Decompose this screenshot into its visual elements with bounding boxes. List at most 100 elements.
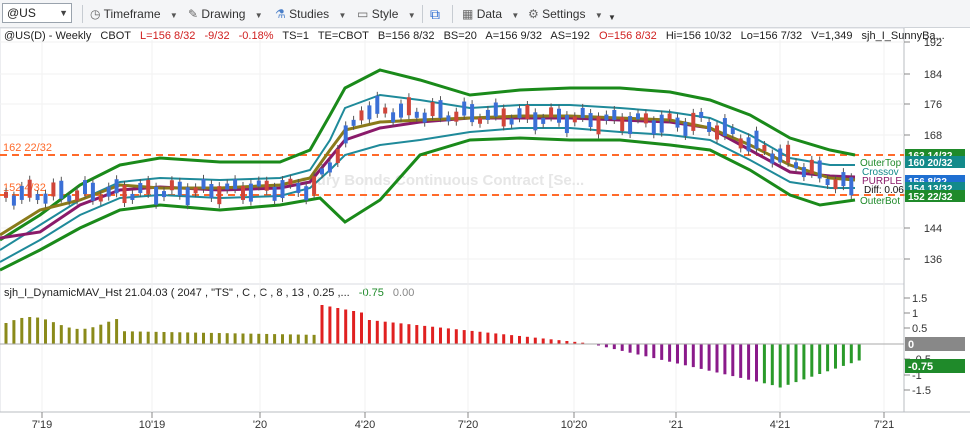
table-icon: ▦ bbox=[462, 7, 474, 21]
histogram-bar bbox=[202, 332, 205, 344]
time-axis[interactable]: 7'19 10'19 '20 4'20 7'20 10'20 '21 4'21 7'21 bbox=[32, 412, 894, 431]
price-label-badge bbox=[905, 156, 965, 168]
candle-body bbox=[169, 180, 174, 191]
candle-body bbox=[98, 195, 103, 202]
flask-icon: ⚗ bbox=[275, 7, 286, 21]
price-tick-label: 136 bbox=[924, 254, 942, 266]
chart-header: @US(D) - Weekly CBOT L=156 8/32 -9/32 -0… bbox=[4, 30, 951, 42]
histogram-bar bbox=[336, 308, 340, 344]
histogram-bar bbox=[328, 306, 332, 344]
candle-body bbox=[367, 105, 372, 120]
low-value: Lo=156 7/32 bbox=[740, 30, 803, 42]
outer-top-band bbox=[0, 68, 856, 242]
candle-body bbox=[256, 180, 261, 187]
candle-body bbox=[399, 103, 403, 118]
indicator-tick-label: 0.5 bbox=[912, 323, 927, 335]
candle-body bbox=[248, 183, 253, 202]
histogram-bar bbox=[652, 344, 656, 359]
histogram-bar bbox=[178, 332, 182, 344]
price-label-badge bbox=[905, 182, 965, 194]
band-labels: OuterTop Crossov PURPLE Diff: 0.06 Outer… bbox=[860, 158, 904, 207]
candle-body bbox=[580, 107, 585, 118]
candle-body bbox=[75, 190, 80, 201]
candle-body bbox=[754, 130, 759, 149]
histogram-bar bbox=[454, 329, 458, 344]
candle-body bbox=[454, 111, 459, 122]
histogram-bar bbox=[36, 317, 40, 344]
histogram-bar bbox=[296, 334, 300, 344]
price-label-badge bbox=[905, 149, 965, 161]
link-icon: ⧉ bbox=[430, 6, 440, 22]
toolbar-divider bbox=[82, 5, 83, 23]
candle-body bbox=[391, 112, 396, 123]
candle-body bbox=[193, 187, 198, 194]
candle-body bbox=[620, 117, 625, 132]
high-value: Hi=156 10/32 bbox=[665, 30, 732, 42]
bid-value: B=156 8/32 bbox=[377, 30, 435, 42]
drawing-button[interactable]: ✎ Drawing ▼ bbox=[188, 4, 263, 24]
candle-body bbox=[667, 113, 672, 120]
histogram-bar bbox=[312, 334, 316, 344]
histogram-bar bbox=[597, 344, 600, 346]
histogram-bar bbox=[786, 344, 790, 385]
candle-body bbox=[375, 95, 380, 114]
candle-body bbox=[59, 180, 64, 199]
symbol-input[interactable]: @US ▼ bbox=[2, 3, 72, 23]
candle-body bbox=[264, 180, 269, 191]
price-tick-label: 176 bbox=[924, 99, 942, 111]
histogram-bar bbox=[802, 344, 806, 380]
style-button[interactable]: ▭ Style ▼ bbox=[357, 4, 416, 24]
candle-body bbox=[430, 102, 435, 117]
candle-body bbox=[707, 121, 712, 132]
candle-body bbox=[549, 107, 554, 118]
candle-body bbox=[462, 101, 467, 116]
price-tick-label: 168 bbox=[924, 130, 942, 142]
histogram-bar bbox=[51, 322, 55, 344]
data-button[interactable]: ▦ Data ▼ bbox=[462, 4, 519, 24]
candle-body bbox=[114, 179, 119, 194]
indicator-name: sjh_I_DynamicMAV_Hst 21.04.03 ( 2047 , "… bbox=[4, 287, 350, 299]
histogram-bar bbox=[344, 309, 348, 344]
candle-body bbox=[849, 177, 854, 196]
histogram-bar bbox=[257, 333, 261, 344]
candle-body bbox=[414, 111, 419, 118]
chevron-down-icon[interactable]: ▼ bbox=[59, 8, 68, 18]
candle-body bbox=[304, 186, 309, 201]
histogram-bar bbox=[731, 344, 735, 377]
histogram-bar bbox=[265, 333, 269, 344]
candle-body bbox=[786, 144, 791, 163]
histogram-bar bbox=[67, 327, 71, 344]
settings-label: Settings bbox=[542, 7, 586, 21]
candles bbox=[4, 91, 854, 210]
overflow-chevron-icon[interactable]: ▼ bbox=[608, 13, 616, 22]
histogram-bar bbox=[20, 317, 24, 344]
candle-body bbox=[557, 108, 561, 123]
indicator-axis[interactable]: 1.5 1 0.5 -0.5 -1 -1.5 0 -0.75 bbox=[904, 293, 965, 397]
histogram-bar bbox=[478, 331, 482, 344]
chevron-down-icon: ▼ bbox=[169, 11, 178, 20]
histogram-bar bbox=[360, 312, 363, 344]
brush-icon: ▭ bbox=[357, 7, 369, 21]
time-tick-label: 10'19 bbox=[139, 419, 166, 431]
candle-body bbox=[90, 182, 95, 201]
candle-body bbox=[343, 125, 348, 144]
histogram-bar bbox=[707, 344, 711, 371]
settings-button[interactable]: ⚙ Settings ▼ bbox=[528, 4, 603, 24]
candle-body bbox=[209, 184, 214, 199]
histogram-bar bbox=[818, 344, 822, 374]
olive-average bbox=[0, 114, 856, 237]
time-tick-label: 7'21 bbox=[874, 419, 894, 431]
histogram-bar bbox=[470, 330, 474, 344]
studies-button[interactable]: ⚗ Studies ▼ bbox=[275, 4, 346, 24]
toolbar-divider bbox=[422, 5, 423, 23]
candle-body bbox=[35, 194, 40, 201]
histogram-bar bbox=[446, 328, 450, 344]
candle-body bbox=[841, 172, 846, 187]
histogram-bar bbox=[810, 344, 814, 377]
link-button[interactable]: ⧉ bbox=[430, 4, 440, 24]
histogram-bar bbox=[225, 333, 229, 344]
timeframe-button[interactable]: ◷ Timeframe ▼ bbox=[90, 4, 178, 24]
exchange: CBOT bbox=[100, 30, 131, 42]
